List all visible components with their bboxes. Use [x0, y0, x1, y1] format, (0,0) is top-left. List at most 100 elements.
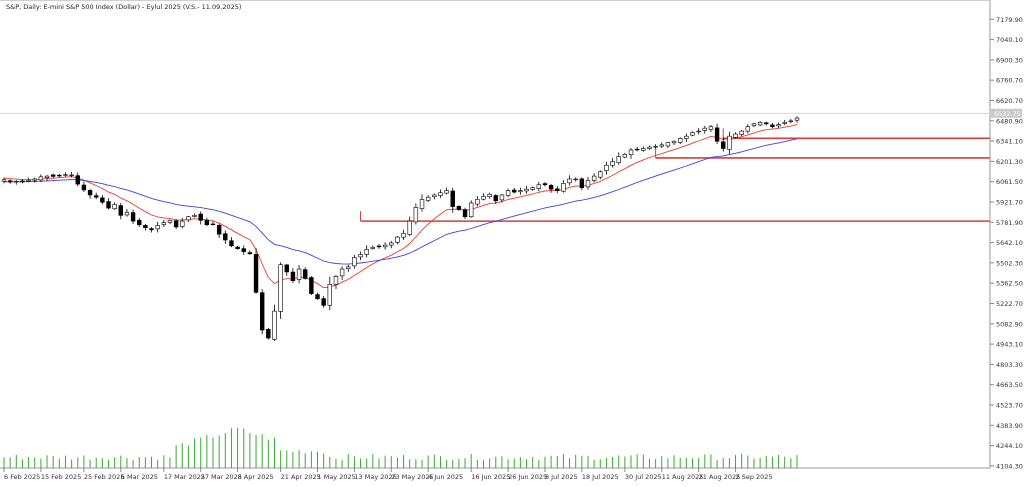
- candle: [776, 124, 781, 127]
- candle: [130, 212, 136, 222]
- candle: [653, 146, 658, 148]
- candle: [333, 276, 339, 285]
- candle: [339, 268, 345, 277]
- candle: [106, 201, 111, 209]
- candle: [782, 122, 787, 124]
- candle: [137, 219, 142, 226]
- candle: [149, 228, 154, 231]
- candle: [536, 184, 542, 189]
- candle: [198, 213, 203, 221]
- y-tick-label: 6061.50: [996, 178, 1023, 186]
- candle: [155, 225, 160, 230]
- candle: [450, 190, 455, 207]
- candle: [512, 189, 517, 193]
- candle: [173, 220, 179, 228]
- candle: [419, 199, 425, 209]
- candle: [81, 184, 87, 191]
- candle: [235, 246, 240, 250]
- candle: [622, 154, 628, 158]
- y-tick-label: 5222.70: [996, 300, 1023, 308]
- x-tick-label: 6 Feb 2025: [4, 473, 40, 481]
- current-price: 6532.75: [0, 108, 1022, 118]
- candle: [739, 130, 744, 135]
- candle: [616, 156, 621, 163]
- candle: [475, 199, 480, 205]
- candle: [757, 122, 763, 126]
- y-tick-label: 6341.10: [996, 138, 1023, 146]
- y-tick-label: 4244.10: [996, 442, 1023, 450]
- candle: [278, 264, 283, 312]
- candle: [462, 209, 468, 218]
- candle: [665, 142, 671, 147]
- x-tick-label: 21 Apr 2025: [281, 473, 321, 481]
- candle: [358, 254, 363, 258]
- x-tick-label: 25 Feb 2025: [84, 473, 124, 481]
- current-price-badge: [991, 108, 1022, 118]
- candle: [63, 174, 68, 176]
- candle: [50, 174, 56, 177]
- y-tick-label: 4523.70: [996, 402, 1023, 410]
- horizontal-levels: [360, 128, 990, 222]
- candle: [7, 180, 13, 183]
- x-tick-label: 27 Mar 2025: [201, 473, 242, 481]
- candle: [555, 188, 560, 191]
- candle: [641, 148, 646, 151]
- candle: [44, 175, 50, 178]
- candle: [290, 271, 296, 281]
- candle: [167, 220, 173, 223]
- moving-average-line: [4, 138, 798, 265]
- candle: [567, 178, 572, 184]
- y-tick-label: 4663.50: [996, 381, 1023, 389]
- candle: [518, 190, 523, 193]
- candle: [542, 183, 548, 186]
- candle: [395, 236, 400, 243]
- y-tick-label: 4383.90: [996, 422, 1023, 430]
- candle: [370, 246, 376, 249]
- candle: [259, 292, 265, 331]
- y-tick-label: 5781.90: [996, 219, 1023, 227]
- y-tick-label: 6900.30: [996, 56, 1023, 64]
- x-tick-label: 4 Jun 2025: [428, 473, 463, 481]
- y-tick-label: 4104.30: [996, 462, 1023, 470]
- candle: [204, 219, 210, 226]
- candle: [407, 220, 412, 235]
- candle: [505, 190, 511, 196]
- candle: [432, 194, 437, 198]
- candle: [364, 249, 369, 255]
- volume-histogram: [3, 427, 798, 468]
- candle: [690, 132, 695, 136]
- current-price-label: 6532.75: [994, 110, 1021, 118]
- candle: [751, 123, 757, 126]
- candle: [499, 194, 505, 201]
- candle: [696, 130, 701, 133]
- candle: [598, 171, 603, 178]
- x-tick-label: 6 Mar 2025: [121, 473, 158, 481]
- candle: [296, 268, 302, 280]
- y-tick-label: 7040.10: [996, 36, 1023, 44]
- y-tick-label: 5082.90: [996, 320, 1023, 328]
- candle: [284, 264, 289, 273]
- candle: [401, 233, 406, 238]
- candle: [438, 192, 443, 196]
- candle: [32, 178, 37, 181]
- y-tick-label: 4803.30: [996, 361, 1023, 369]
- x-tick-label: 15 Feb 2025: [41, 473, 81, 481]
- moving-averages: [3, 124, 798, 289]
- candle: [346, 266, 351, 269]
- x-tick-label: 2 Sep 2025: [736, 473, 773, 481]
- y-tick-label: 6760.70: [996, 77, 1023, 85]
- candle: [315, 294, 320, 300]
- candle: [352, 257, 357, 267]
- x-tick-label: 13 May 2025: [354, 473, 396, 481]
- y-tick-label: 6620.70: [996, 97, 1023, 105]
- y-tick-label: 5642.10: [996, 239, 1023, 247]
- candle: [628, 149, 634, 156]
- x-tick-label: 18 Jul 2025: [582, 473, 619, 481]
- candle: [548, 184, 554, 190]
- x-tick-label: 1 May 2025: [318, 473, 356, 481]
- candle: [585, 180, 591, 188]
- candle: [561, 183, 566, 192]
- candle: [684, 135, 689, 139]
- candle: [604, 164, 609, 171]
- candle: [481, 196, 486, 200]
